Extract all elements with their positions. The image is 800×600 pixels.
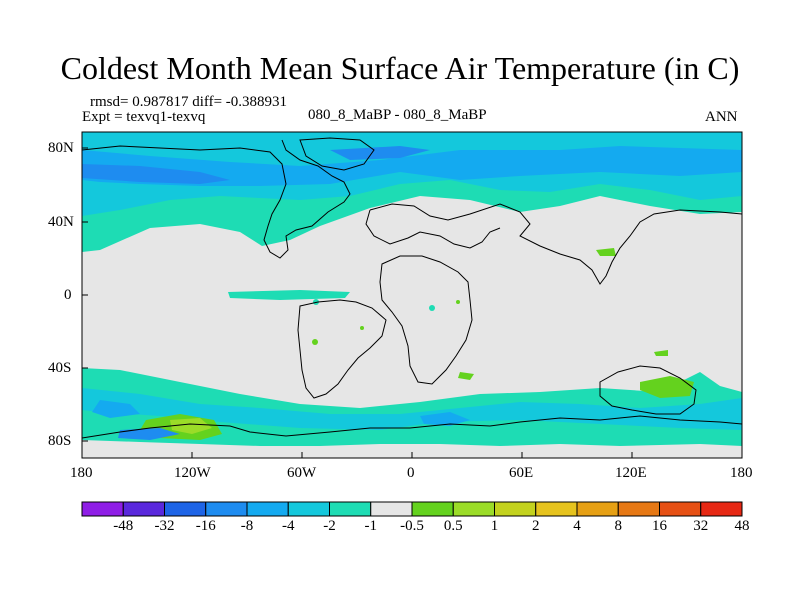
colorbar-box: [246, 501, 289, 517]
colorbar-label: 4: [573, 518, 581, 534]
y-tick-label: 40N: [48, 214, 74, 230]
colorbar-label: 8: [614, 518, 623, 534]
colorbar-box: [287, 501, 330, 517]
map-field: [82, 132, 742, 458]
colorbar-box: [576, 501, 619, 517]
y-tick-label: 0: [64, 287, 72, 303]
expt-line: Expt = texvq1-texvq: [82, 109, 206, 125]
colorbar-box: [617, 501, 660, 517]
colorbar-box: [659, 501, 702, 517]
coastline-australia: [599, 365, 697, 415]
x-tick-label: 120W: [174, 465, 211, 481]
green-patch-indian: [458, 372, 474, 380]
colorbar-label: 16: [652, 518, 667, 534]
x-tick-label: 180: [730, 465, 753, 481]
south-blue-patch-2: [420, 412, 470, 426]
colorbar-label: -1: [364, 518, 378, 534]
colorbar-label: -32: [154, 518, 175, 534]
colorbar-box: [122, 501, 165, 517]
south-blue-patch: [92, 400, 140, 418]
colorbar-box: [452, 501, 495, 517]
colorbar-label: -2: [323, 518, 336, 534]
equator-cyan-patch: [228, 290, 350, 300]
y-tick-label: 80S: [48, 433, 72, 449]
colorbar-label: -48: [113, 518, 134, 534]
case-label: 080_8_MaBP - 080_8_MaBP: [308, 107, 487, 123]
season-label: ANN: [705, 109, 738, 125]
green-speck: [456, 300, 460, 304]
south-deep-blue: [118, 428, 180, 440]
colorbar-label: -8: [240, 518, 254, 534]
south-teal-band: [82, 388, 742, 430]
y-tick-label: 40S: [48, 360, 72, 376]
north-deep-blue-2: [330, 146, 430, 160]
south-yellow-patch: [170, 418, 212, 434]
south-green-patch: [640, 376, 694, 398]
x-tick-label: 60E: [509, 465, 534, 481]
plot-title: Coldest Month Mean Surface Air Temperatu…: [60, 50, 740, 86]
colorbar-box: [370, 501, 413, 517]
x-tick-label: 120E: [615, 465, 647, 481]
colorbar-box: [329, 501, 372, 517]
north-blue-band: [82, 146, 742, 186]
green-speck: [360, 326, 364, 330]
colorbar: [81, 501, 743, 517]
colorbar-box: [164, 501, 207, 517]
colorbar-label: 2: [532, 518, 540, 534]
x-tick-label: 180: [70, 465, 93, 481]
colorbar-box: [535, 501, 578, 517]
colorbar-label: -16: [195, 518, 216, 534]
coastline-greenland: [299, 137, 375, 171]
coastline-south-america: [297, 299, 387, 399]
colorbar-label: 48: [734, 518, 750, 534]
colorbar-box: [411, 501, 454, 517]
cyan-speck: [429, 305, 435, 311]
coastline-africa: [379, 255, 473, 385]
coastline-north-america: [82, 139, 351, 259]
green-patch-pacific: [654, 350, 668, 356]
x-tick-label: 60W: [287, 465, 317, 481]
colorbar-label: 1: [490, 518, 499, 534]
colorbar-box: [494, 501, 537, 517]
tick-marks: [82, 147, 633, 458]
north-deep-blue: [82, 164, 230, 184]
colorbar-box: [205, 501, 248, 517]
coastline-eurasia: [365, 203, 742, 285]
colorbar-box: [81, 501, 124, 517]
stats-line: rmsd= 0.987817 diff= -0.388931: [90, 94, 288, 110]
colorbar-label: -4: [282, 518, 295, 534]
colorbar-box: [700, 501, 743, 517]
coastlines: [82, 137, 742, 439]
colorbar-label: 32: [693, 518, 709, 534]
green-patch-asia: [596, 248, 616, 256]
green-speck: [312, 339, 318, 345]
y-tick-label: 80N: [48, 140, 74, 156]
south-white-hole: [82, 440, 742, 458]
colorbar-label: 0.5: [443, 518, 463, 534]
x-tick-label: 0: [407, 465, 415, 481]
colorbar-label: -0.5: [400, 518, 424, 534]
coastline-antarctica: [82, 415, 742, 439]
